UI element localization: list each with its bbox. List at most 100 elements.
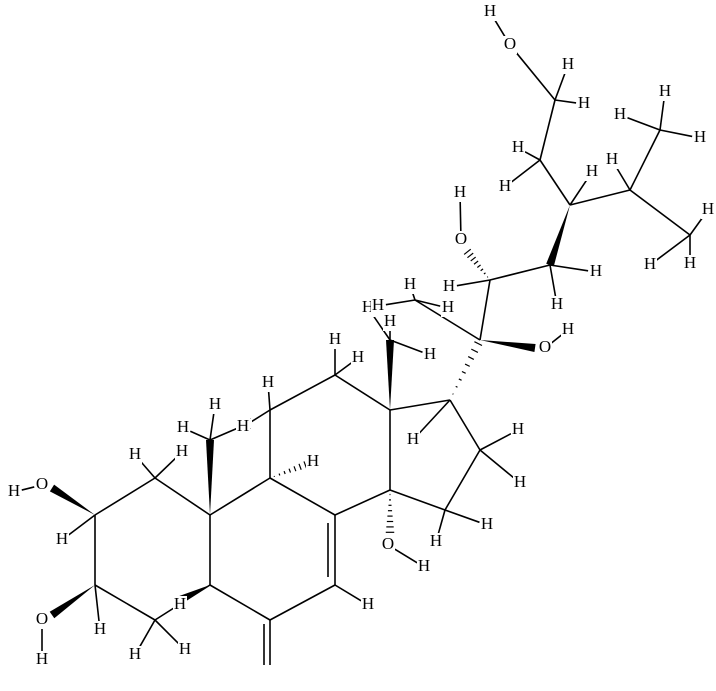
label-bond: [417, 399, 451, 435]
label-bond: [334, 362, 353, 376]
bond: [539, 159, 571, 206]
atom-label: H: [237, 416, 249, 435]
label-bg: [585, 163, 599, 181]
label-bg: [577, 95, 591, 113]
label-bg: [361, 596, 375, 614]
label-bond: [154, 619, 180, 645]
label-bond: [94, 584, 100, 623]
label-bg: [128, 646, 142, 664]
label-bond: [444, 509, 480, 524]
bond: [444, 449, 481, 511]
atom-label: H: [56, 529, 68, 548]
label-bond: [209, 427, 238, 441]
atom-label: H: [606, 149, 618, 168]
label-bg: [403, 276, 417, 294]
label-bg: [429, 533, 443, 551]
atom-label: H: [307, 451, 319, 470]
label-bond: [554, 99, 577, 104]
label-bond: [394, 548, 418, 564]
atom-label: H: [418, 556, 430, 575]
atom-label: H: [499, 176, 511, 195]
label-bg: [417, 558, 431, 576]
label-bond: [189, 430, 211, 441]
hash-bond: [298, 463, 302, 470]
wedge-bond: [480, 340, 536, 352]
hash-bond: [455, 385, 458, 388]
hash-bond: [470, 256, 477, 262]
label-bond: [655, 234, 691, 261]
atom-label: H: [443, 276, 455, 295]
hash-bond: [467, 356, 475, 360]
atom-label: H: [586, 161, 598, 180]
label-bond: [549, 264, 589, 272]
label-bond: [209, 412, 215, 441]
label-bond: [493, 18, 507, 39]
label-bg: [589, 263, 603, 281]
label-bg: [351, 349, 365, 367]
label-bond: [550, 334, 563, 344]
label-bond: [689, 216, 704, 236]
label-bg: [605, 151, 619, 169]
atom-label: H: [404, 274, 416, 293]
atom-label: H: [174, 594, 186, 613]
bond: [209, 477, 271, 516]
label-bond: [479, 433, 512, 451]
label-bond: [437, 509, 446, 535]
label-bg: [208, 396, 222, 414]
label-bg: [381, 536, 395, 554]
hash-bond: [463, 248, 472, 255]
atom-label: H: [684, 253, 696, 272]
label-bg: [643, 256, 657, 274]
atom-label: H: [484, 1, 496, 20]
label-bond: [627, 117, 661, 131]
hash-bond: [464, 363, 471, 367]
atom-label: O: [36, 474, 48, 493]
label-bond: [615, 166, 631, 191]
bond: [489, 264, 551, 281]
label-bg: [175, 443, 189, 461]
wedge-bond: [386, 340, 394, 410]
atom-label: O: [455, 229, 467, 248]
label-bond: [479, 449, 515, 479]
bond: [479, 279, 491, 341]
label-bg: [701, 201, 715, 219]
label-bond: [67, 514, 96, 536]
atom-label: H: [362, 594, 374, 613]
label-bg: [441, 299, 455, 317]
atom-label: H: [129, 644, 141, 663]
atom-label: H: [702, 199, 714, 218]
label-bg: [93, 621, 107, 639]
label-bg: [406, 431, 420, 449]
label-bg: [693, 129, 707, 147]
hash-bond: [486, 276, 489, 278]
label-bg: [480, 516, 494, 534]
atom-label: H: [562, 54, 574, 73]
wedge-bond: [206, 440, 214, 515]
atom-label: H: [562, 319, 574, 338]
label-bond: [138, 619, 156, 649]
label-bond: [459, 200, 462, 233]
atom-label: H: [430, 531, 442, 550]
bond: [334, 489, 391, 516]
label-bg: [35, 651, 49, 669]
atom-label: H: [384, 311, 396, 330]
label-bg: [658, 83, 672, 101]
label-bg: [173, 596, 187, 614]
label-bond: [549, 264, 557, 298]
label-bond: [456, 279, 491, 287]
hash-bond: [480, 268, 484, 272]
atom-label: H: [424, 344, 436, 363]
atom-label: H: [209, 394, 221, 413]
label-bond: [524, 151, 541, 161]
label-bg: [498, 178, 512, 196]
hash-bond: [278, 473, 281, 476]
atom-label: H: [512, 419, 524, 438]
bond: [94, 584, 156, 621]
hash-bond: [471, 348, 479, 353]
bond: [539, 99, 556, 161]
hash-bond: [283, 470, 286, 475]
atom-label: H: [578, 93, 590, 112]
label-bg: [7, 483, 21, 501]
label-bond: [334, 584, 362, 602]
atom-label: O: [36, 609, 48, 628]
